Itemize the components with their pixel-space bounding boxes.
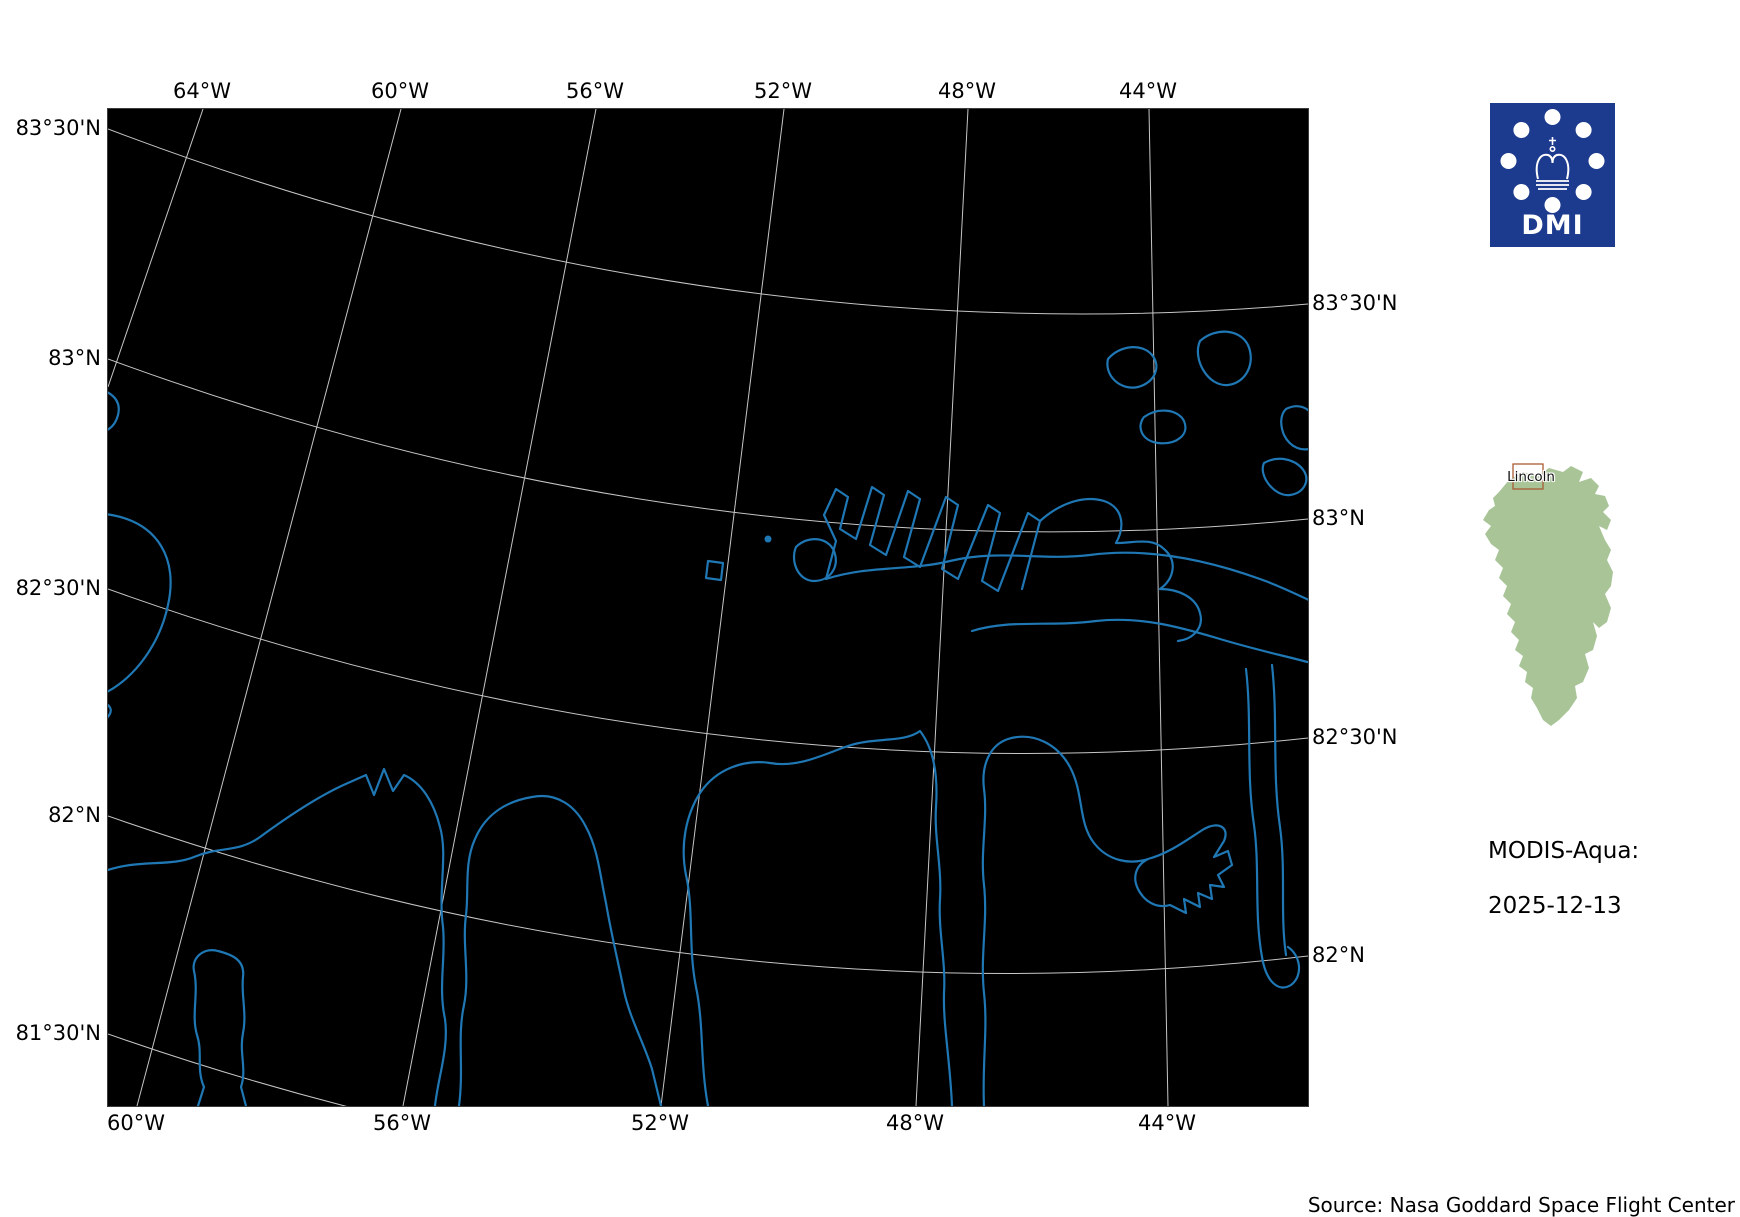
island (1196, 330, 1252, 387)
parallel-8130n (108, 1033, 348, 1106)
coastline (108, 703, 112, 719)
meridian-48w (915, 109, 969, 1106)
tick-label: 82°N (1312, 943, 1365, 967)
coastline (108, 391, 120, 431)
parallel-8330n (108, 128, 1308, 315)
region-extent-box (1512, 463, 1544, 490)
coastline (682, 729, 954, 1106)
map-canvas (108, 109, 1308, 1106)
tick-label: 83°30'N (1312, 291, 1398, 315)
dmi-logo-text: DMI (1521, 210, 1584, 241)
tick-label: 82°N (48, 803, 101, 827)
coastline (1244, 667, 1301, 989)
graticule-grid (108, 109, 1308, 1106)
tick-label: 60°W (107, 1111, 165, 1135)
parallel-82n (108, 815, 1308, 974)
coastline (1038, 497, 1202, 643)
coastline (981, 735, 1234, 1106)
satellite-map (107, 108, 1309, 1107)
coastline (1270, 663, 1288, 957)
greenland-inset-map: Lincoln (1465, 462, 1620, 738)
tick-label: 48°W (886, 1111, 944, 1135)
tick-label: 83°30'N (15, 116, 101, 140)
island (1106, 346, 1158, 389)
greenland-silhouette (1483, 463, 1613, 726)
parallel-8230n (108, 588, 1308, 754)
meridian-52w (660, 109, 785, 1106)
crown-of-dots-icon (1500, 109, 1605, 213)
island (1280, 405, 1308, 451)
island (792, 538, 837, 583)
meridian-64w (108, 109, 204, 388)
islet-dot (764, 535, 772, 543)
meridian-56w (402, 109, 597, 1106)
coastline (108, 513, 172, 693)
tick-label: 48°W (938, 79, 996, 103)
dmi-logo: DMI (1490, 103, 1615, 247)
coastline (824, 551, 1308, 601)
coastline (822, 485, 1042, 593)
region-label: Lincoln (1507, 469, 1555, 485)
coastline (108, 767, 447, 1106)
product-label: MODIS-Aqua: (1488, 838, 1640, 864)
tick-label: 81°30'N (15, 1021, 101, 1045)
tick-label: 52°W (631, 1111, 689, 1135)
tick-label: 52°W (754, 79, 812, 103)
tick-label: 83°N (1312, 506, 1365, 530)
meridian-44w (1148, 109, 1169, 1106)
coastline (970, 618, 1308, 664)
coastline-layer (108, 330, 1308, 1106)
product-date: 2025-12-13 (1488, 893, 1622, 919)
coastline (192, 949, 248, 1106)
island (1261, 457, 1308, 497)
tick-label: 82°30'N (1312, 725, 1398, 749)
coastline (457, 794, 663, 1106)
tick-label: 44°W (1138, 1111, 1196, 1135)
island (1139, 409, 1187, 445)
tick-label: 64°W (173, 79, 231, 103)
source-credit: Source: Nasa Goddard Space Flight Center (1307, 1193, 1735, 1217)
meridian-60w (136, 109, 402, 1106)
tick-label: 44°W (1119, 79, 1177, 103)
tick-label: 82°30'N (15, 576, 101, 600)
tick-label: 60°W (371, 79, 429, 103)
tick-label: 56°W (566, 79, 624, 103)
island (704, 559, 725, 582)
tick-label: 56°W (373, 1111, 431, 1135)
crown-icon (1535, 137, 1570, 190)
parallel-83n (108, 358, 1308, 533)
tick-label: 83°N (48, 346, 101, 370)
